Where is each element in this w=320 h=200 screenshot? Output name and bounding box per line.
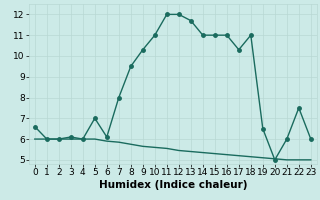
X-axis label: Humidex (Indice chaleur): Humidex (Indice chaleur) bbox=[99, 180, 247, 190]
